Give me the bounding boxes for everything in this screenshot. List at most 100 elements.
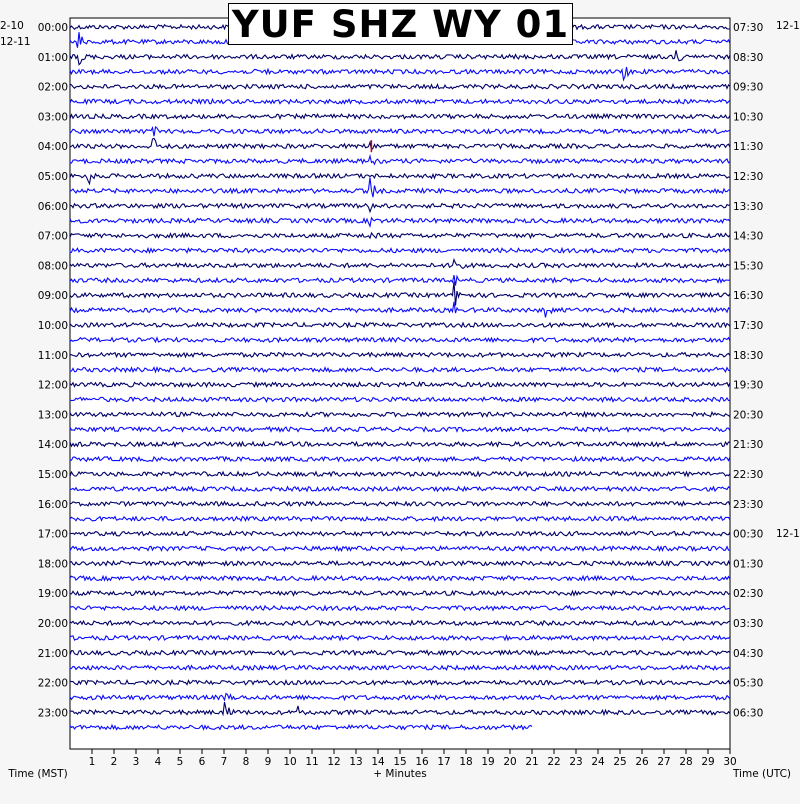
left-hour-label: 23:00 xyxy=(38,707,68,719)
trace-line xyxy=(69,50,731,66)
right-hour-label: 11:30 xyxy=(733,141,763,153)
trace-line xyxy=(69,380,731,389)
trace-line xyxy=(69,455,731,463)
trace-line xyxy=(69,589,731,597)
x-tick-label: 14 xyxy=(371,756,385,768)
trace-line xyxy=(69,396,731,404)
trace-line xyxy=(69,530,731,537)
left-hour-label: 11:00 xyxy=(38,350,68,362)
left-hour-label: 21:00 xyxy=(38,648,68,660)
trace-line xyxy=(69,216,731,229)
x-tick-label: 7 xyxy=(221,756,228,768)
trace-line xyxy=(69,281,731,306)
trace-line xyxy=(69,177,731,198)
trace-line xyxy=(69,153,731,166)
right-hour-label: 17:30 xyxy=(733,320,763,332)
trace-line xyxy=(69,365,731,374)
trace-line xyxy=(69,202,731,214)
right-date-label: 12-1 xyxy=(776,20,800,32)
right-hour-label: 21:30 xyxy=(733,439,763,451)
right-hour-label: 15:30 xyxy=(733,260,763,272)
left-hour-label: 01:00 xyxy=(38,52,68,64)
x-tick-label: 28 xyxy=(679,756,692,768)
x-axis-label: + Minutes xyxy=(373,768,426,780)
trace-line xyxy=(69,500,731,508)
x-tick-label: 25 xyxy=(613,756,626,768)
trace-line xyxy=(69,66,731,82)
left-hour-label: 00:00 xyxy=(38,22,68,34)
left-hour-label: 20:00 xyxy=(38,618,68,630)
left-hour-label: 16:00 xyxy=(38,499,68,511)
x-tick-label: 11 xyxy=(305,756,318,768)
trace-line xyxy=(69,634,731,642)
trace-line xyxy=(69,470,731,478)
left-hour-label: 15:00 xyxy=(38,469,68,481)
right-hour-label: 02:30 xyxy=(733,588,763,600)
trace-line xyxy=(69,649,731,657)
right-hour-label: 10:30 xyxy=(733,111,763,123)
x-tick-label: 18 xyxy=(459,756,472,768)
x-tick-label: 10 xyxy=(283,756,296,768)
right-hour-label: 14:30 xyxy=(733,231,763,243)
x-tick-label: 13 xyxy=(349,756,362,768)
trace-line xyxy=(69,336,731,344)
x-tick-label: 26 xyxy=(635,756,649,768)
trace-line xyxy=(69,515,731,523)
right-hour-label: 20:30 xyxy=(733,409,763,421)
left-hour-label: 12:00 xyxy=(38,380,68,392)
right-hour-label: 06:30 xyxy=(733,707,763,719)
left-hour-label: 07:00 xyxy=(38,231,68,243)
left-axis-label: Time (MST) xyxy=(7,768,67,780)
trace-line xyxy=(69,83,731,90)
left-hour-label: 13:00 xyxy=(38,409,68,421)
trace-line xyxy=(69,257,731,270)
left-hour-label: 04:00 xyxy=(38,141,68,153)
x-tick-label: 29 xyxy=(701,756,714,768)
x-tick-label: 17 xyxy=(437,756,450,768)
x-tick-label: 8 xyxy=(243,756,250,768)
right-hour-label: 03:30 xyxy=(733,618,763,630)
trace-line xyxy=(69,231,731,240)
left-hour-label: 18:00 xyxy=(38,558,68,570)
left-date-label: 12-11 xyxy=(0,36,31,48)
trace-line xyxy=(69,425,731,433)
right-hour-label: 05:30 xyxy=(733,678,763,690)
right-hour-label: 07:30 xyxy=(733,22,763,34)
left-hour-label: 06:00 xyxy=(38,201,68,213)
trace-line xyxy=(69,440,731,448)
x-tick-label: 12 xyxy=(327,756,340,768)
x-tick-label: 5 xyxy=(177,756,184,768)
x-tick-label: 21 xyxy=(525,756,538,768)
trace-line xyxy=(69,172,731,186)
right-hour-label: 12:30 xyxy=(733,171,763,183)
left-hour-label: 17:00 xyxy=(38,529,68,541)
right-axis-label: Time (UTC) xyxy=(732,768,791,780)
right-hour-label: 22:30 xyxy=(733,469,763,481)
right-date-label: 12-1 xyxy=(776,528,800,540)
right-hour-label: 08:30 xyxy=(733,52,763,64)
left-hour-label: 05:00 xyxy=(38,171,68,183)
x-tick-label: 23 xyxy=(569,756,582,768)
trace-line xyxy=(69,125,731,137)
left-hour-label: 14:00 xyxy=(38,439,68,451)
x-tick-label: 19 xyxy=(481,756,494,768)
trace-line xyxy=(69,351,731,359)
chart-title: YUF SHZ WY 01 xyxy=(228,3,573,46)
x-tick-label: 24 xyxy=(591,756,605,768)
trace-line xyxy=(69,559,731,568)
trace-line xyxy=(69,112,731,120)
left-hour-label: 09:00 xyxy=(38,290,68,302)
x-tick-label: 16 xyxy=(415,756,429,768)
trace-line xyxy=(69,692,731,702)
trace-line xyxy=(69,544,731,553)
trace-line xyxy=(69,701,731,717)
left-hour-label: 22:00 xyxy=(38,678,68,690)
trace-line xyxy=(69,301,731,318)
right-hour-label: 09:30 xyxy=(733,82,763,94)
trace-line xyxy=(69,723,533,731)
right-hour-label: 13:30 xyxy=(733,201,763,213)
trace-line xyxy=(69,137,731,151)
trace-line xyxy=(69,574,731,582)
x-tick-label: 9 xyxy=(265,756,272,768)
